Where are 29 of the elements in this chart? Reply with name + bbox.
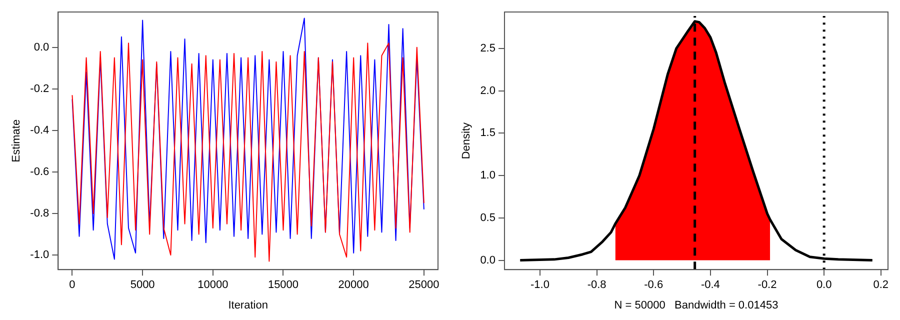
y-tick-label: 1.0 [480,170,496,182]
y-tick-label: -0.2 [30,82,50,95]
x-tick-label: -0.6 [644,279,664,292]
x-tick-label: -0.2 [758,279,777,292]
y-tick-label: 1.5 [480,127,496,140]
x-tick-label: 25000 [408,279,440,292]
y-tick-label: 0.0 [34,41,50,54]
y-axis-title: Density [460,122,473,160]
y-tick-label: -0.8 [30,208,50,220]
x-tick-label: 0.2 [873,279,889,292]
x-tick-label: 15000 [268,279,299,292]
y-tick-label: 2.0 [480,84,496,97]
y-tick-label: -0.6 [30,166,50,178]
x-tick-label: -0.8 [587,279,606,292]
x-axis-title: N = 50000 Bandwidth = 0.01453 [614,299,778,312]
x-tick-label: 10000 [198,279,228,292]
x-tick-label: 0.0 [816,279,832,292]
x-tick-label: 5000 [130,279,155,292]
y-tick-label: -1.0 [30,249,50,262]
y-tick-label: 0.5 [480,212,496,224]
x-tick-label: 20000 [338,279,369,292]
x-tick-label: -1.0 [530,279,550,292]
y-tick-label: 2.5 [480,42,496,54]
y-tick-label: -0.4 [30,124,50,136]
x-tick-label: -0.4 [700,279,720,292]
x-axis-title: Iteration [228,299,268,312]
x-tick-label: 0 [69,279,76,292]
y-axis-title: Estimate [10,119,23,162]
y-tick-label: 0.0 [480,254,496,266]
